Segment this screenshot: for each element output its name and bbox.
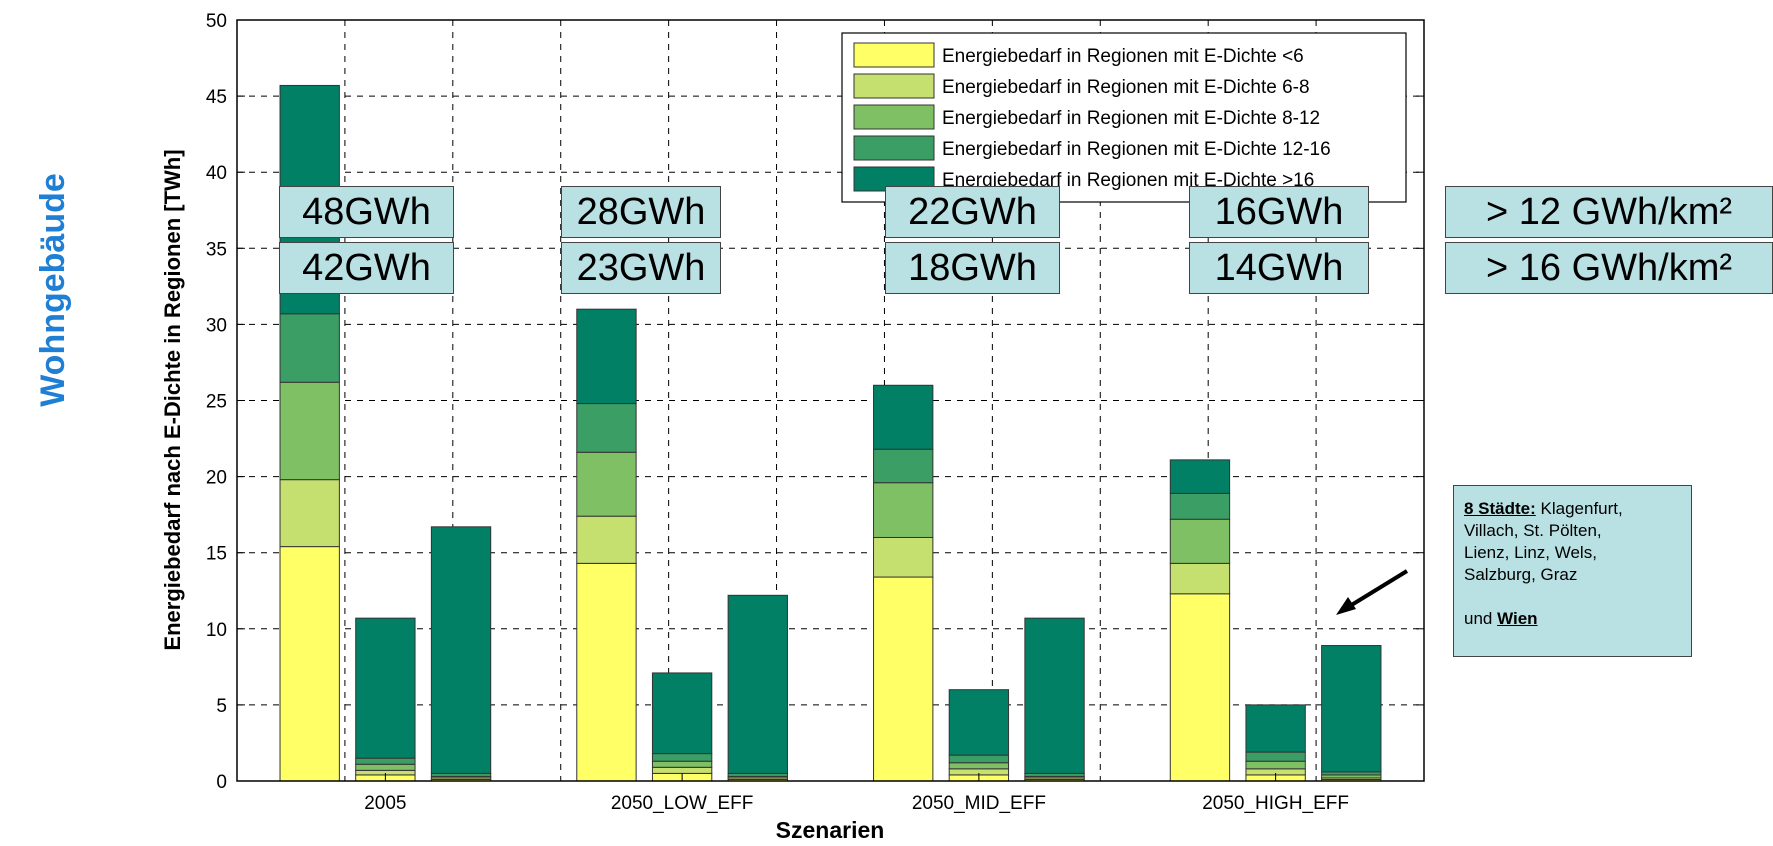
bar-segment	[1024, 617, 1085, 774]
threshold-label-12: > 12 GWh/km²	[1445, 186, 1773, 238]
cities-line-1: Klagenfurt,	[1535, 499, 1623, 518]
legend-label: Energiebedarf in Regionen mit E-Dichte 1…	[942, 139, 1331, 160]
legend-swatch	[853, 42, 935, 68]
bar-segment	[355, 617, 416, 759]
legend: Energiebedarf in Regionen mit E-Dichte <…	[841, 32, 1407, 203]
threshold-label-16: > 16 GWh/km²	[1445, 242, 1773, 294]
bar-segment	[948, 754, 1010, 764]
vienna-label: Wien	[1497, 609, 1538, 628]
bar-segment	[727, 594, 788, 774]
bar-segment	[355, 757, 416, 765]
bar-segment	[873, 576, 934, 782]
bar-segment	[279, 546, 340, 782]
energy-box-low-16: 23GWh	[561, 242, 721, 294]
legend-label: Energiebedarf in Regionen mit E-Dichte <…	[942, 46, 1304, 67]
y-tick-label: 25	[206, 392, 227, 413]
legend-swatch	[853, 73, 935, 99]
bar-segment	[1245, 760, 1306, 770]
side-title-box: Wohngebäude	[34, 173, 72, 407]
x-tick-label: 2050_HIGH_EFF	[1202, 793, 1349, 814]
energy-box-mid-12: 22GWh	[885, 186, 1060, 238]
legend-label: Energiebedarf in Regionen mit E-Dichte >…	[942, 170, 1314, 191]
bar-segment	[651, 753, 713, 762]
cities-line-3: Lienz, Linz, Wels,	[1464, 543, 1597, 562]
x-tick-label: 2050_LOW_EFF	[611, 793, 754, 814]
bar-segment	[948, 689, 1010, 756]
bar-segment	[576, 515, 637, 564]
energy-box-high-16: 14GWh	[1189, 242, 1369, 294]
axis-ticks: 0 5 10 15 20 25 30 35 40 45 50 2005 2050_LOW_EFF 2050…	[206, 11, 1424, 814]
bar-segment	[651, 672, 713, 755]
x-axis-label: Szenarien	[776, 817, 885, 843]
bar-segment	[873, 536, 934, 578]
energy-box-mid-16: 18GWh	[885, 242, 1060, 294]
legend-label: Energiebedarf in Regionen mit E-Dichte 8…	[942, 108, 1320, 129]
bar-segment	[576, 562, 637, 782]
bar-segment	[1169, 562, 1231, 595]
bar-segment	[1169, 593, 1231, 782]
y-tick-label: 45	[206, 87, 227, 108]
cities-note: 8 Städte: Klagenfurt, Villach, St. Pölte…	[1453, 485, 1692, 657]
bar-segment	[279, 313, 340, 383]
and-text: und	[1464, 609, 1498, 628]
bar-segment	[576, 451, 637, 517]
bar-segment	[355, 763, 416, 771]
arrow	[1336, 569, 1409, 615]
y-tick-label: 35	[206, 239, 227, 260]
y-tick-label: 5	[216, 696, 227, 717]
bar-segment	[873, 384, 934, 450]
y-tick-label: 20	[206, 468, 227, 489]
legend-swatch	[853, 104, 935, 130]
x-tick-label: 2005	[364, 793, 406, 814]
bar-segment	[576, 308, 637, 405]
cities-line-4: Salzburg, Graz	[1464, 565, 1578, 584]
y-tick-label: 15	[206, 544, 227, 565]
cities-heading: 8 Städte:	[1464, 499, 1536, 518]
energy-box-2005-16: 42GWh	[279, 242, 454, 294]
bar-segment	[1169, 518, 1231, 564]
bar-segment	[279, 381, 340, 481]
x-tick-label: 2050_MID_EFF	[912, 793, 1046, 814]
y-tick-label: 40	[206, 163, 227, 184]
y-tick-label: 50	[206, 11, 227, 32]
bar-segment	[279, 479, 340, 548]
y-axis-label: Energiebedarf nach E-Dichte in Regionen …	[160, 149, 185, 650]
cities-line-2: Villach, St. Pölten,	[1464, 521, 1602, 540]
bar-segment	[1169, 459, 1231, 494]
bar-segment	[576, 403, 637, 453]
energy-box-2005-12: 48GWh	[279, 186, 454, 238]
bar-segment	[948, 762, 1010, 770]
side-title: Wohngebäude	[34, 173, 72, 407]
legend-box	[841, 32, 1407, 203]
energy-box-low-12: 28GWh	[561, 186, 721, 238]
y-tick-label: 10	[206, 620, 227, 641]
legend-label: Energiebedarf in Regionen mit E-Dichte 6…	[942, 77, 1310, 98]
y-tick-label: 30	[206, 315, 227, 336]
bar-segment	[1169, 492, 1231, 520]
bar-segment	[430, 526, 492, 774]
bar-segment	[651, 760, 713, 768]
bar-segment	[873, 482, 934, 538]
bar-segment	[651, 766, 713, 774]
energy-box-high-12: 16GWh	[1189, 186, 1369, 238]
bar-segment	[1321, 645, 1382, 773]
bar-segment	[1245, 704, 1306, 753]
bar-segment	[873, 448, 934, 484]
legend-swatch	[853, 135, 935, 161]
bar-segment	[1245, 751, 1306, 762]
y-tick-label: 0	[216, 772, 227, 793]
